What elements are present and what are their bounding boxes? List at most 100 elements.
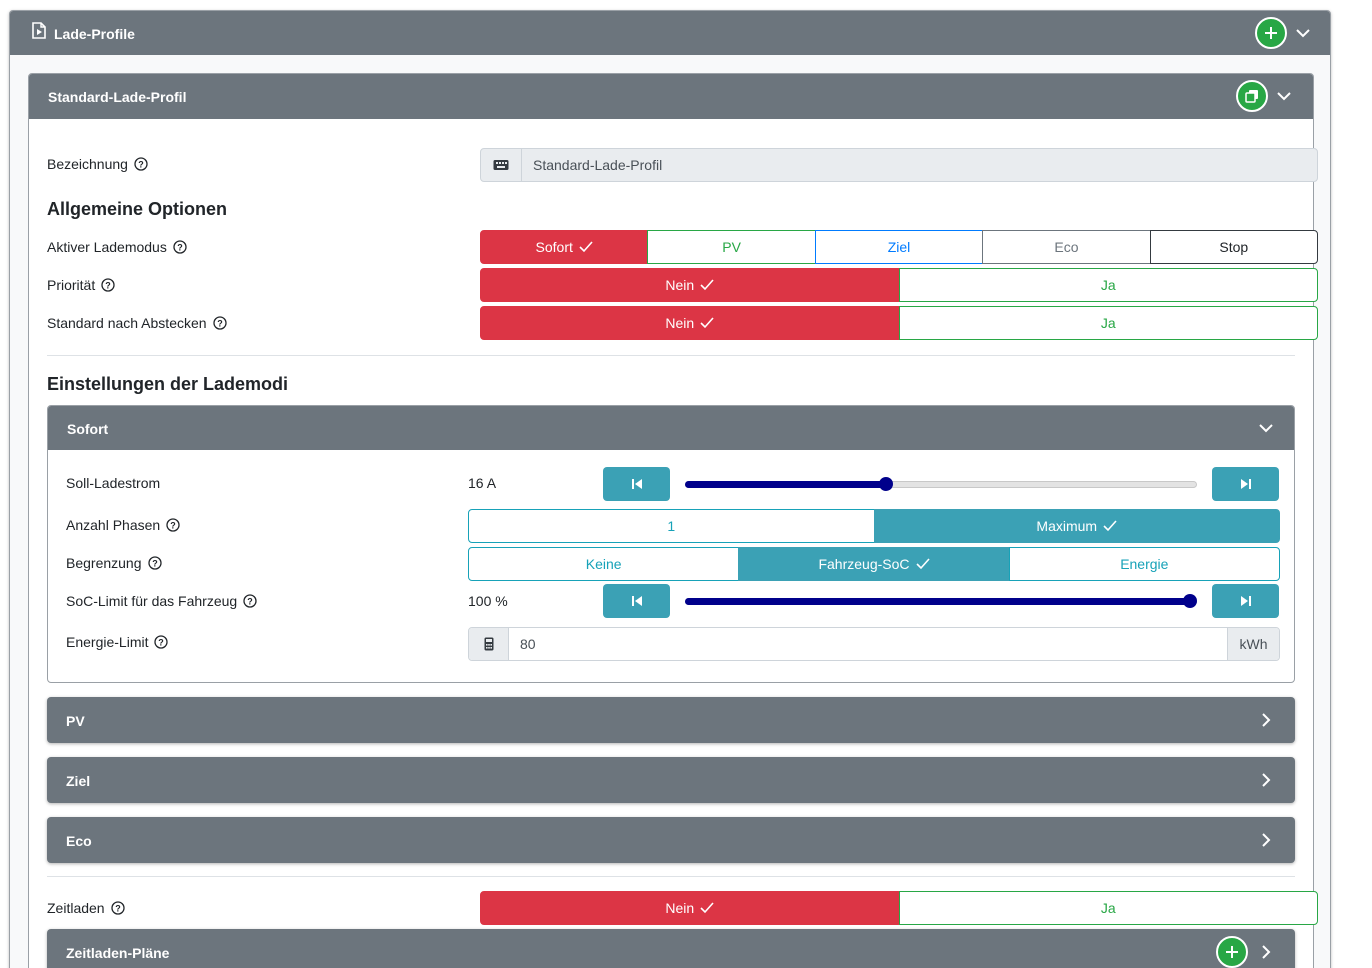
- calculator-icon: [469, 628, 509, 660]
- default-after-unplug-yes-button[interactable]: Ja: [898, 306, 1318, 340]
- priority-label: Priorität: [47, 277, 96, 293]
- eco-settings-title: Eco: [66, 833, 92, 849]
- divider: [47, 355, 1295, 356]
- soc-limit-slider[interactable]: [685, 594, 1197, 608]
- skip-start-icon: [631, 479, 642, 489]
- help-icon[interactable]: ?: [212, 316, 227, 330]
- target-current-label-row: Soll-Ladestrom: [66, 475, 160, 491]
- add-profile-button[interactable]: [1255, 17, 1287, 49]
- mode-stop-button[interactable]: Stop: [1149, 230, 1319, 264]
- target-current-slider[interactable]: [685, 477, 1197, 491]
- energy-limit-field[interactable]: 80 kWh: [468, 627, 1280, 661]
- default-after-unplug-label: Standard nach Abstecken: [47, 315, 207, 331]
- help-icon[interactable]: ?: [243, 594, 257, 608]
- soc-limit-label-row: SoC-Limit für das Fahrzeug ?: [66, 593, 257, 609]
- ziel-settings-title: Ziel: [66, 773, 91, 789]
- default-after-unplug-no-button[interactable]: Nein: [480, 306, 900, 340]
- phases-one-button[interactable]: 1: [468, 509, 875, 543]
- copy-icon: [1245, 90, 1258, 103]
- help-icon[interactable]: ?: [173, 240, 187, 254]
- energy-limit-unit: kWh: [1227, 628, 1279, 660]
- active-mode-label: Aktiver Lademodus: [47, 239, 167, 255]
- standard-profile-title: Standard-Lade-Profil: [48, 89, 187, 105]
- sofort-settings-header[interactable]: Sofort: [48, 406, 1294, 450]
- current-max-button[interactable]: [1212, 467, 1279, 501]
- chevron-right-icon[interactable]: [1257, 943, 1275, 961]
- timed-plans-title: Zeitladen-Pläne: [66, 945, 170, 961]
- charge-profiles-card: Lade-Profile Standard-Lade-Profil Bezeic…: [9, 10, 1331, 968]
- chevron-right-icon: [1262, 833, 1271, 847]
- pv-settings-title: PV: [66, 713, 85, 729]
- svg-text:?: ?: [217, 319, 223, 329]
- mode-pv-button[interactable]: PV: [647, 230, 816, 264]
- help-icon[interactable]: ?: [134, 157, 148, 171]
- check-icon: [579, 241, 593, 253]
- plus-icon: [1265, 27, 1277, 39]
- limit-label-row: Begrenzung ?: [66, 555, 162, 571]
- target-current-value: 16 A: [468, 475, 497, 491]
- plus-icon: [1226, 946, 1238, 958]
- sofort-settings-title: Sofort: [67, 421, 109, 437]
- chevron-right-icon: [1262, 773, 1271, 787]
- check-icon: [700, 317, 714, 329]
- skip-start-icon: [631, 596, 642, 606]
- charge-mode-selector: Sofort PV Ziel Eco Stop: [480, 230, 1319, 264]
- active-mode-label-row: Aktiver Lademodus ?: [47, 239, 187, 255]
- slider-thumb[interactable]: [1183, 594, 1197, 608]
- timed-charging-yes-button[interactable]: Ja: [898, 891, 1318, 925]
- copy-profile-button[interactable]: [1236, 80, 1268, 112]
- divider: [47, 876, 1295, 877]
- limit-none-button[interactable]: Keine: [468, 547, 740, 581]
- help-icon[interactable]: ?: [154, 635, 169, 649]
- check-icon: [915, 558, 930, 570]
- energy-limit-label-row: Energie-Limit ?: [66, 634, 169, 650]
- limit-vehicle-soc-button[interactable]: Fahrzeug-SoC: [738, 547, 1010, 581]
- slider-fill: [685, 481, 886, 488]
- chevron-down-icon[interactable]: [1257, 419, 1275, 437]
- charge-modes-settings-heading: Einstellungen der Lademodi: [47, 374, 289, 394]
- help-icon[interactable]: ?: [101, 278, 115, 292]
- phases-maximum-button[interactable]: Maximum: [873, 509, 1280, 543]
- skip-end-icon: [1240, 479, 1251, 489]
- check-icon: [700, 279, 714, 291]
- svg-text:?: ?: [170, 521, 176, 531]
- timed-charging-label: Zeitladen: [47, 900, 105, 916]
- svg-text:?: ?: [115, 904, 121, 914]
- priority-toggle: Nein Ja: [480, 268, 1318, 302]
- profile-name-field[interactable]: Standard-Lade-Profil: [480, 148, 1318, 182]
- skip-end-icon: [1240, 596, 1251, 606]
- mode-sofort-button[interactable]: Sofort: [480, 230, 649, 264]
- svg-text:?: ?: [152, 559, 158, 569]
- phases-selector: 1 Maximum: [468, 509, 1280, 543]
- mode-eco-button[interactable]: Eco: [982, 230, 1151, 264]
- ziel-settings-header[interactable]: Ziel: [47, 757, 1295, 803]
- timed-plans-header[interactable]: Zeitladen-Pläne: [47, 929, 1295, 968]
- standard-profile-header[interactable]: Standard-Lade-Profil: [29, 74, 1313, 119]
- document-icon: [32, 22, 46, 39]
- charge-profiles-header[interactable]: Lade-Profile: [10, 11, 1330, 55]
- eco-settings-header[interactable]: Eco: [47, 817, 1295, 863]
- priority-yes-button[interactable]: Ja: [898, 268, 1318, 302]
- name-label: Bezeichnung: [47, 156, 128, 172]
- priority-no-button[interactable]: Nein: [480, 268, 900, 302]
- mode-ziel-button[interactable]: Ziel: [814, 230, 984, 264]
- standard-profile-card: Standard-Lade-Profil Bezeichnung ? Stand…: [28, 73, 1319, 968]
- limit-energy-button[interactable]: Energie: [1008, 547, 1280, 581]
- soc-min-button[interactable]: [603, 584, 670, 618]
- pv-settings-header[interactable]: PV: [47, 697, 1295, 743]
- slider-thumb[interactable]: [879, 477, 893, 491]
- chevron-down-icon[interactable]: [1275, 87, 1293, 105]
- name-label-row: Bezeichnung ?: [47, 156, 148, 172]
- add-plan-button[interactable]: [1216, 936, 1248, 968]
- energy-limit-label: Energie-Limit: [66, 634, 149, 650]
- timed-charging-no-button[interactable]: Nein: [480, 891, 900, 925]
- help-icon[interactable]: ?: [147, 556, 162, 570]
- soc-max-button[interactable]: [1212, 584, 1279, 618]
- profile-name-value: Standard-Lade-Profil: [533, 157, 663, 173]
- energy-limit-value: 80: [520, 636, 536, 652]
- chevron-down-icon[interactable]: [1294, 24, 1312, 42]
- current-min-button[interactable]: [603, 467, 670, 501]
- help-icon[interactable]: ?: [166, 518, 180, 532]
- help-icon[interactable]: ?: [110, 901, 125, 915]
- phases-label-row: Anzahl Phasen ?: [66, 517, 180, 533]
